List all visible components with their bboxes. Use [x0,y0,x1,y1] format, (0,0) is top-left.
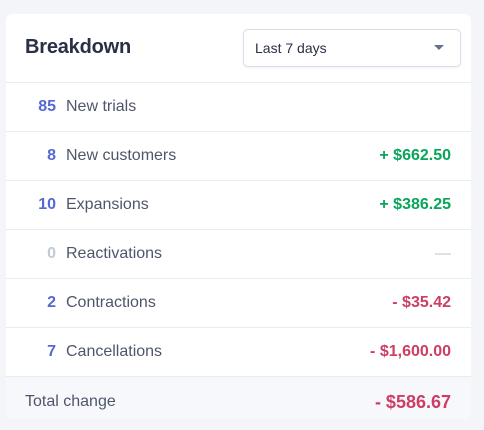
period-select[interactable]: Last 7 days [243,29,461,67]
row-amount: — [435,245,451,262]
row-count: 2 [47,294,56,311]
row-reactivations: 0 Reactivations — [6,230,471,279]
row-new-trials: 85 New trials [6,83,471,132]
total-label: Total change [25,393,116,410]
row-label: New trials [66,98,137,115]
total-amount: - $586.67 [374,392,451,412]
card-header: Breakdown Last 7 days [6,14,471,83]
period-select-value: Last 7 days [255,40,327,56]
row-count: 85 [38,98,56,115]
row-label: New customers [66,147,177,164]
row-count: 8 [47,147,56,164]
row-amount: - $1,600.00 [370,343,451,360]
row-expansions: 10 Expansions + $386.25 [6,181,471,230]
breakdown-card: Breakdown Last 7 days 85 New trials 8 Ne… [6,14,471,419]
row-amount: - $35.42 [392,294,451,311]
card-title: Breakdown [25,36,132,58]
row-amount: + $662.50 [379,147,451,164]
row-count: 7 [47,343,56,360]
row-label: Expansions [66,196,149,213]
row-label: Contractions [66,294,156,311]
row-new-customers: 8 New customers + $662.50 [6,132,471,181]
row-count: 10 [38,196,56,213]
row-count: 0 [47,245,56,262]
row-amount: + $386.25 [379,196,451,213]
total-row: Total change - $586.67 [6,377,471,419]
row-label: Reactivations [66,245,163,262]
row-label: Cancellations [66,343,163,360]
chevron-down-icon [434,45,444,50]
row-cancellations: 7 Cancellations - $1,600.00 [6,328,471,377]
row-contractions: 2 Contractions - $35.42 [6,279,471,328]
